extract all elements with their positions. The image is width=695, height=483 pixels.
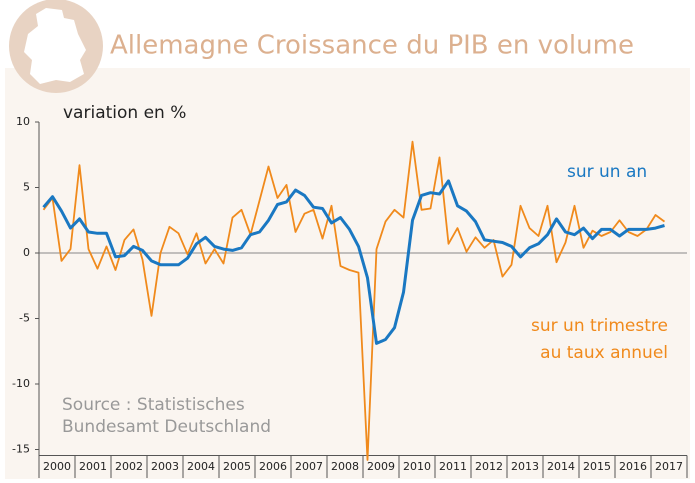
y-tick-label: -15 <box>12 443 30 456</box>
x-tick-label: 2001 <box>79 460 107 473</box>
y-tick-label: 5 <box>23 181 30 194</box>
x-tick-label: 2011 <box>439 460 467 473</box>
plot-background <box>5 68 690 479</box>
x-tick-label: 2003 <box>151 460 179 473</box>
x-tick-label: 2014 <box>547 460 575 473</box>
series-label: sur un trimestre <box>531 316 668 336</box>
source-line-2: Bundesamt Deutschland <box>62 417 271 437</box>
y-tick-label: -10 <box>12 377 30 390</box>
x-tick-label: 2016 <box>619 460 647 473</box>
series-line <box>42 140 666 461</box>
x-tick-label: 2000 <box>43 460 71 473</box>
x-tick-label: 2013 <box>511 460 539 473</box>
y-tick-label: 0 <box>23 246 30 259</box>
x-tick-label: 2008 <box>331 460 359 473</box>
x-tick-label: 2010 <box>403 460 431 473</box>
series-line <box>42 179 665 345</box>
x-tick-label: 2007 <box>295 460 323 473</box>
x-tick-label: 2002 <box>115 460 143 473</box>
chart-title: Allemagne Croissance du PIB en volume <box>110 31 634 61</box>
germany-shape <box>24 8 86 84</box>
x-tick-label: 2012 <box>475 460 503 473</box>
x-tick-label: 2005 <box>223 460 251 473</box>
source-line-1: Source : Statistisches <box>62 395 245 415</box>
series-label: au taux annuel <box>540 343 668 363</box>
x-tick-label: 2017 <box>655 460 683 473</box>
y-axis-label: variation en % <box>63 103 186 123</box>
x-tick-label: 2004 <box>187 460 215 473</box>
x-tick-label: 2009 <box>367 460 395 473</box>
y-tick-label: 10 <box>16 115 30 128</box>
x-tick-label: 2006 <box>259 460 287 473</box>
y-tick-label: -5 <box>19 312 30 325</box>
series-label: sur un an <box>567 162 647 182</box>
x-tick-label: 2015 <box>583 460 611 473</box>
